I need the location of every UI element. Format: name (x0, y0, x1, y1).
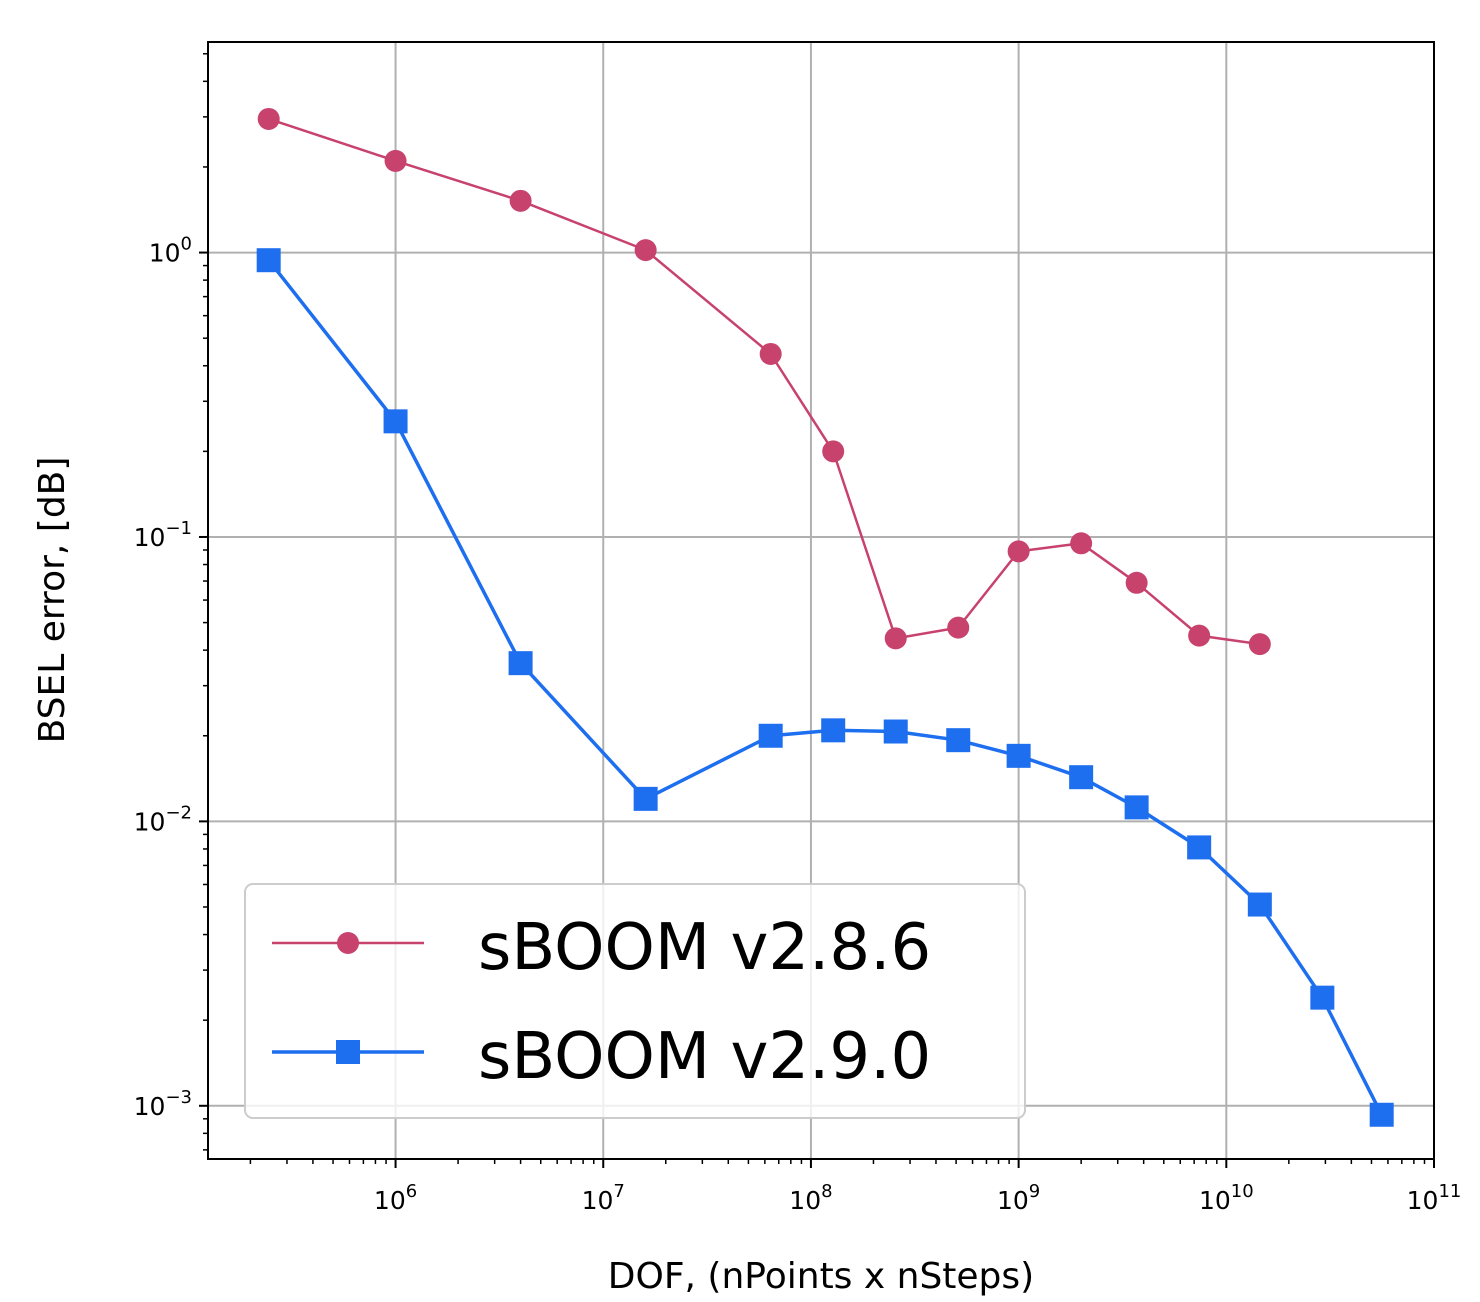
data-point (383, 409, 408, 434)
tick-labels: 106 107 108 109 1010 1011 100 10−1 10−2 10−3 (134, 234, 1462, 1215)
y-tick-label: 10−2 (134, 802, 192, 836)
data-point (1247, 892, 1272, 917)
x-axis-label: DOF, (nPoints x nSteps) (608, 1256, 1034, 1297)
data-point (883, 719, 908, 744)
data-point (759, 342, 782, 365)
data-point (1188, 624, 1211, 647)
x-tick-label: 108 (789, 1181, 832, 1215)
data-point (1124, 795, 1149, 820)
legend-marker-circle (337, 932, 359, 954)
legend-box (244, 883, 1026, 1119)
series-layer (256, 107, 1394, 1127)
x-tick-label: 1011 (1407, 1181, 1462, 1215)
data-point (1369, 1102, 1394, 1127)
y-tick-label: 10−3 (134, 1087, 192, 1121)
x-tick-label: 109 (997, 1181, 1040, 1215)
x-tick-label: 1010 (1199, 1181, 1254, 1215)
data-point (758, 723, 783, 748)
y-tick-label: 10−1 (134, 518, 192, 552)
y-axis-label: BSEL error, [dB] (32, 457, 73, 744)
legend: sBOOM v2.8.6 sBOOM v2.9.0 (244, 883, 1026, 1119)
data-point (1248, 633, 1271, 656)
legend-label-sboom-v290: sBOOM v2.9.0 (478, 1020, 931, 1094)
data-point (257, 107, 280, 130)
data-point (1006, 743, 1031, 768)
y-tick-label: 100 (149, 234, 192, 268)
legend-label-sboom-v286: sBOOM v2.8.6 (478, 911, 931, 985)
data-point (1070, 532, 1093, 555)
series-1 (256, 248, 1394, 1127)
data-point (1310, 985, 1335, 1010)
data-point (1125, 571, 1148, 594)
data-point (384, 149, 407, 172)
data-point (947, 616, 970, 639)
data-point (822, 440, 845, 463)
data-point (633, 786, 658, 811)
x-tick-label: 106 (374, 1181, 417, 1215)
data-point (946, 728, 971, 753)
data-point (821, 718, 846, 743)
x-tick-label: 107 (582, 1181, 625, 1215)
data-point (1187, 835, 1212, 860)
legend-marker-square (336, 1040, 360, 1064)
data-point (509, 189, 532, 212)
data-point (634, 239, 657, 262)
data-point (1069, 765, 1094, 790)
data-point (884, 627, 907, 650)
data-point (508, 651, 533, 676)
data-point (256, 248, 281, 273)
series-0 (257, 107, 1271, 656)
ticks (199, 53, 1435, 1168)
data-point (1007, 540, 1030, 563)
